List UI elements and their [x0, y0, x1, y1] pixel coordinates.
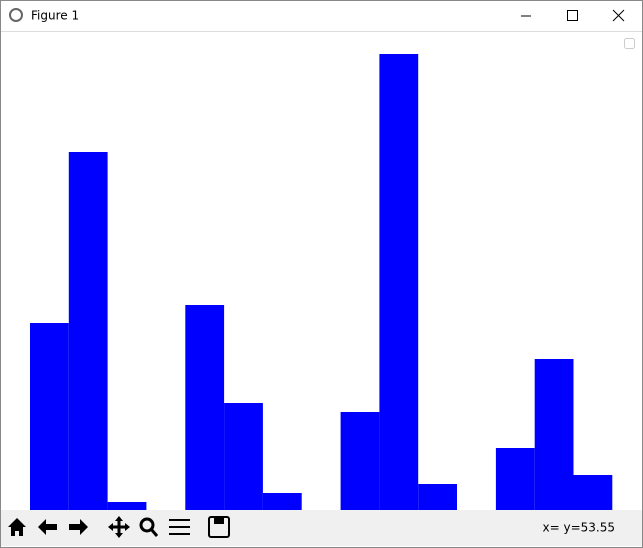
toolbar-bg — [1, 510, 642, 546]
bar — [224, 403, 263, 510]
pan-button[interactable] — [108, 516, 130, 538]
bar — [379, 54, 419, 510]
maximize-button[interactable] — [567, 10, 578, 21]
close-button[interactable] — [612, 9, 625, 22]
bar — [107, 502, 147, 510]
bar — [30, 323, 69, 510]
save-button[interactable] — [208, 516, 230, 538]
legend-box — [624, 38, 635, 49]
zoom-handle — [149, 528, 159, 537]
configure-button[interactable] — [169, 519, 190, 535]
bar — [68, 152, 108, 510]
plot-area — [30, 54, 613, 510]
bar — [340, 412, 380, 510]
divider — [1, 31, 642, 32]
status-text: x= y=53.55 — [543, 521, 615, 535]
zoom-button[interactable] — [139, 517, 155, 533]
window-title: Figure 1 — [31, 9, 79, 23]
bar — [262, 493, 302, 510]
bar — [495, 448, 535, 510]
back-button[interactable] — [38, 519, 57, 535]
forward-button[interactable] — [69, 519, 88, 535]
toolbar: x= y=53.55 — [1, 510, 642, 546]
title-bar: Figure 1 — [9, 8, 625, 23]
bar — [534, 359, 574, 510]
bar — [573, 475, 613, 510]
app-icon — [9, 8, 23, 22]
bar — [185, 305, 225, 510]
bar — [418, 484, 457, 510]
save-icon-part — [214, 518, 224, 524]
home-button[interactable] — [8, 518, 26, 536]
